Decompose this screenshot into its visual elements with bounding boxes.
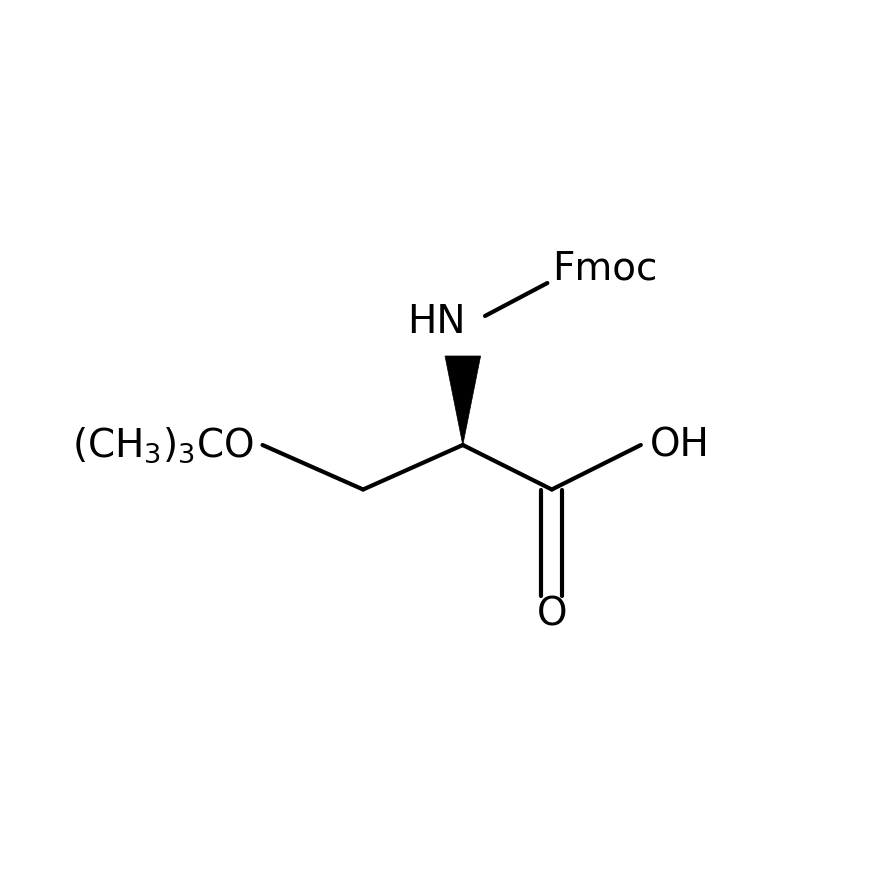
Text: OH: OH [650,426,709,464]
Text: Fmoc: Fmoc [552,249,657,287]
Text: HN: HN [407,303,465,341]
Text: (CH$_3$)$_3$CO: (CH$_3$)$_3$CO [72,425,254,465]
Text: O: O [537,595,567,633]
Polygon shape [445,356,481,445]
